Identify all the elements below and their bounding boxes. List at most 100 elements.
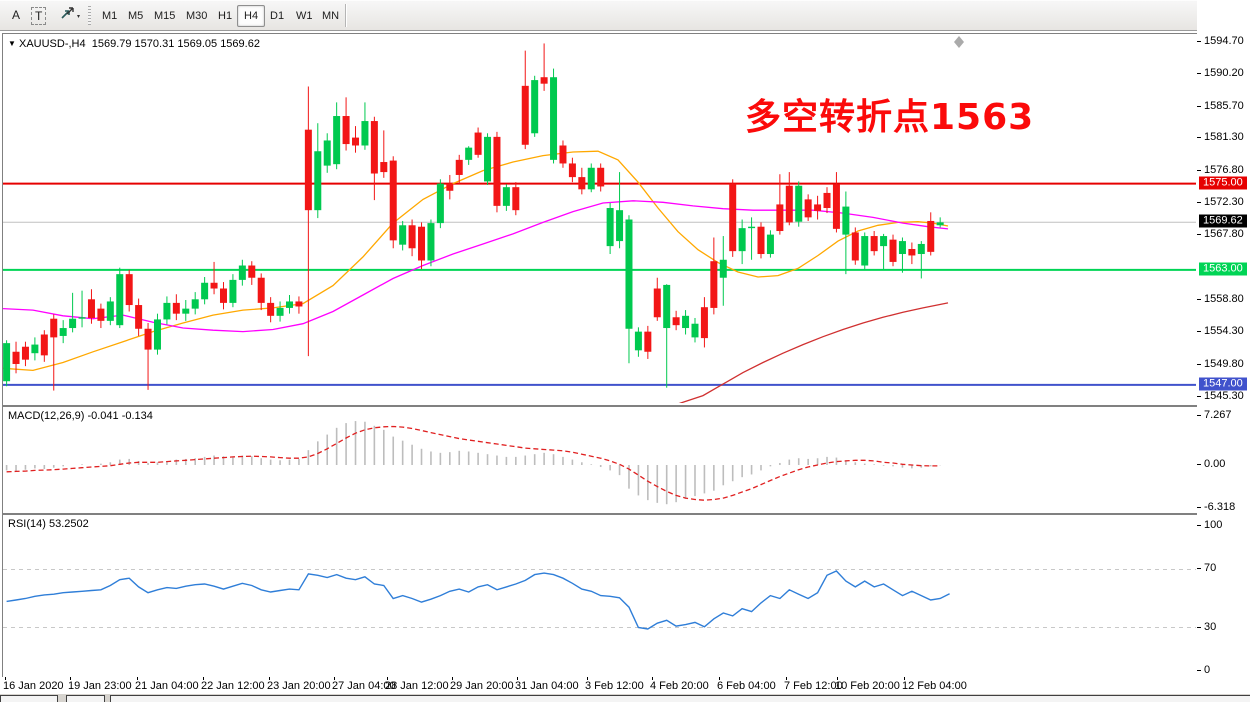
time-label: 31 Jan 04:00 [515,680,579,692]
candle-body [823,192,831,209]
price-label-1590.20: 1590.20 [1204,67,1244,79]
candle-body [3,343,11,382]
time-tick [904,677,905,680]
candle-body [286,301,293,308]
candle-body [672,317,680,326]
axis-tick [1197,364,1201,365]
candle-body [521,85,529,145]
candle-body [474,132,482,155]
candle-body [908,248,916,256]
candle-body [597,167,605,187]
time-label: 28 Jan 12:00 [385,680,449,692]
time-tick [334,677,335,680]
candle-body [493,136,501,206]
timeframe-button-m15[interactable]: M15 [154,10,176,22]
timeframe-button-h1[interactable]: H1 [218,10,233,22]
candle-body [201,282,209,300]
time-tick [719,677,720,680]
candle-body [69,318,77,329]
candle-body [418,226,426,261]
candle-body [927,220,935,252]
macd-chart[interactable] [3,407,1196,511]
candle-body [267,302,275,316]
time-label: 12 Feb 04:00 [902,680,967,692]
arrows-tool-button[interactable] [58,5,84,25]
candle-body [12,351,20,364]
time-label: 10 Feb 20:00 [835,680,900,692]
time-label: 22 Jan 12:00 [201,680,265,692]
candle-body [97,308,105,321]
time-tick [587,677,588,680]
axis-tick [1197,234,1201,235]
rsi-axis-label-30: 30 [1204,621,1217,633]
timeframe-button-m30[interactable]: M30 [186,10,208,22]
candle-body [31,344,39,354]
rsi-chart[interactable] [3,515,1196,676]
price-axis[interactable]: 1594.70 1590.20 1585.70 1581.30 1576.80 1572.… [1197,0,1250,702]
candle-body [682,315,690,329]
time-tick [269,677,270,680]
timeframe-button-w1[interactable]: W1 [296,10,313,22]
axis-tick [1197,627,1201,628]
time-label: 16 Jan 2020 [3,680,64,692]
candle-body [691,323,699,338]
scroll-end-marker-icon[interactable] [954,36,964,48]
candle-body [512,187,520,211]
candle-body [21,346,29,360]
candle-body [446,183,454,191]
candlestick-chart[interactable] [3,34,1196,403]
macd-axis-label--6.318: -6.318 [1204,501,1236,513]
timeframe-button-d1[interactable]: D1 [270,10,285,22]
candle-body [606,208,614,247]
candle-body [172,302,180,314]
candle-body [644,331,652,352]
rsi-indicator-panel[interactable]: RSI(14) 53.2502 [2,514,1199,679]
axis-tick [1197,525,1201,526]
text-box-tool-button[interactable]: T [31,7,47,25]
toolbar-grip[interactable] [88,6,91,25]
macd-label: MACD(12,26,9) -0.041 -0.134 [8,410,153,422]
candle-body [248,265,256,278]
candle-body [889,239,897,262]
candle-body [559,145,567,164]
candle-body [50,318,58,338]
time-tick [70,677,71,680]
candle-body [389,160,397,241]
time-axis[interactable]: 16 Jan 2020 19 Jan 23:00 21 Jan 04:00 22 Ja… [2,677,1197,694]
candle-body [540,77,548,84]
timeframe-button-h4[interactable]: H4 [237,5,266,27]
timeframe-button-m5[interactable]: M5 [128,10,144,22]
rsi-label: RSI(14) 53.2502 [8,518,89,530]
bottom-strip-segment-0 [0,695,58,702]
candle-body [323,140,331,166]
candle-body [870,236,878,252]
time-label: 21 Jan 04:00 [135,680,199,692]
candle-body [634,331,642,351]
timeframe-button-mn[interactable]: MN [322,10,340,22]
ma_magenta-line [3,200,949,333]
price-badge-1563.00: 1563.00 [1199,262,1247,276]
axis-tick [1197,41,1201,42]
macd-indicator-panel[interactable]: MACD(12,26,9) -0.041 -0.134 [2,406,1199,514]
candle-body [210,282,218,289]
text-label-tool-button[interactable]: A [11,8,20,22]
timeframe-button-m1[interactable]: M1 [102,10,118,22]
candle-body [861,236,869,266]
candle-body [766,234,774,255]
candle-body [191,299,199,309]
axis-tick [1197,507,1201,508]
rsi-axis-label-100: 100 [1204,519,1223,531]
candle-body [304,129,312,211]
candle-body [276,307,284,316]
collapse-triangle-icon[interactable]: ▼ [8,39,16,48]
candle-body [917,243,925,255]
candle-body [795,185,803,222]
price-chart-panel[interactable] [2,33,1199,406]
time-tick [5,677,6,680]
candle-body [144,328,152,350]
bottom-strip-segment-1 [66,695,105,702]
candle-body [257,277,265,303]
candle-body [361,121,369,146]
candle-body [342,116,350,145]
candle-body [748,226,756,229]
